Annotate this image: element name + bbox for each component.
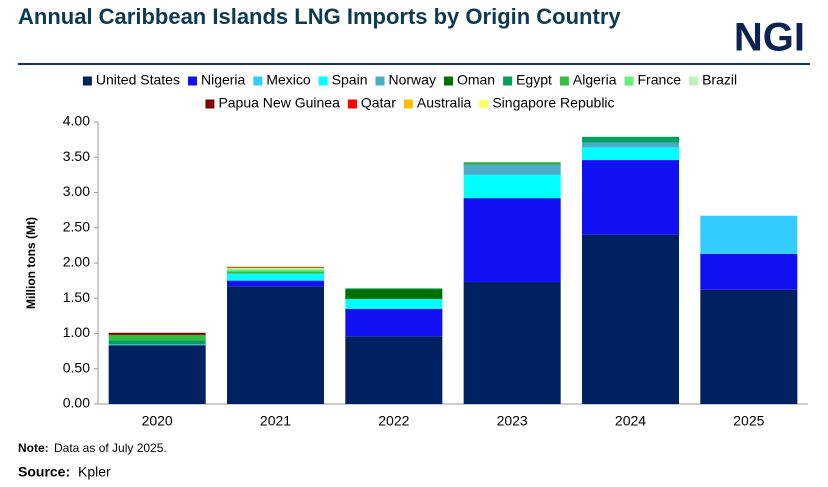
source-label: Source:	[18, 464, 70, 480]
bar-segment	[226, 273, 325, 281]
y-tick-label: 4.00	[63, 113, 90, 129]
bar-segment	[581, 142, 680, 148]
y-tick-label: 0.50	[63, 359, 90, 375]
x-tick-label: 2024	[615, 413, 646, 429]
legend-swatch	[375, 76, 385, 86]
legend-swatch	[347, 99, 357, 109]
legend-swatch	[479, 99, 489, 109]
bar-segment	[226, 267, 325, 270]
y-tick-label: 2.00	[63, 254, 90, 270]
legend-swatch	[559, 76, 569, 86]
note-label: Note:	[18, 441, 49, 455]
bar-segment	[463, 282, 561, 404]
x-tick-label: 2022	[378, 413, 409, 429]
bar-segment	[226, 266, 325, 268]
legend-swatch	[253, 76, 263, 86]
legend-swatch	[403, 99, 413, 109]
y-tick-label: 3.00	[63, 183, 90, 199]
legend-label: Australia	[417, 95, 472, 111]
legend-label: Singapore Republic	[492, 95, 614, 111]
bar-segment	[108, 344, 206, 346]
x-tick-label: 2021	[260, 413, 291, 429]
bar-segment	[108, 345, 206, 404]
y-tick-label: 1.00	[63, 324, 90, 340]
legend-label: France	[638, 72, 682, 88]
y-axis-title: Million tons (Mt)	[24, 217, 38, 309]
bar-segment	[463, 164, 561, 175]
legend-label: United States	[96, 72, 180, 88]
y-tick-label: 3.50	[63, 148, 90, 164]
y-tick-label: 2.50	[63, 218, 90, 234]
legend-label: Algeria	[573, 72, 617, 88]
legend-label: Spain	[332, 72, 368, 88]
y-tick-label: 0.00	[63, 395, 90, 411]
legend-swatch	[318, 76, 328, 86]
bar-segment	[345, 288, 443, 290]
x-tick-label: 2023	[497, 413, 528, 429]
bar-segment	[226, 286, 325, 404]
bar-segment	[581, 136, 680, 143]
bar-segment	[108, 332, 206, 335]
bar-segment	[108, 340, 206, 345]
legend-label: Egypt	[516, 72, 552, 88]
bar-segment	[700, 215, 798, 254]
bar-segment	[700, 289, 798, 404]
chart-title: Annual Caribbean Islands LNG Imports by …	[18, 4, 621, 29]
bar-segment	[345, 289, 443, 299]
legend-label: Mexico	[266, 72, 311, 88]
bar-segment	[226, 280, 325, 287]
legend-swatch	[205, 99, 215, 109]
bar-segment	[463, 174, 561, 199]
bar-segment	[581, 147, 680, 161]
bar-segment	[108, 334, 206, 341]
source: Kpler	[78, 464, 111, 480]
legend-label: Oman	[457, 72, 495, 88]
bar-segment	[226, 271, 325, 274]
bar-segment	[700, 253, 798, 290]
legend-swatch	[82, 76, 92, 86]
legend-label: Brazil	[702, 72, 737, 88]
bar-segment	[463, 162, 561, 164]
legend-swatch	[443, 76, 453, 86]
bar-segment	[226, 269, 325, 272]
x-tick-label: 2025	[733, 413, 764, 429]
bar-segment	[463, 163, 561, 165]
legend-swatch	[503, 76, 513, 86]
legend-label: Qatar	[361, 95, 396, 111]
bar-segment	[226, 267, 325, 268]
y-tick-label: 1.50	[63, 289, 90, 305]
note: Data as of July 2025.	[54, 441, 167, 455]
logo: NGI	[734, 16, 805, 60]
bar-segment	[345, 298, 443, 309]
legend-swatch	[187, 76, 197, 86]
legend-swatch	[624, 76, 634, 86]
x-tick-label: 2020	[142, 413, 173, 429]
bar-segment	[581, 160, 680, 235]
bar-segment	[345, 336, 443, 404]
legend-label: Papua New Guinea	[218, 95, 340, 111]
bar-segment	[463, 198, 561, 283]
legend-label: Nigeria	[201, 72, 246, 88]
bar-segment	[581, 234, 680, 404]
bar-segment	[345, 308, 443, 337]
legend-label: Norway	[389, 72, 436, 88]
legend-swatch	[689, 76, 699, 86]
